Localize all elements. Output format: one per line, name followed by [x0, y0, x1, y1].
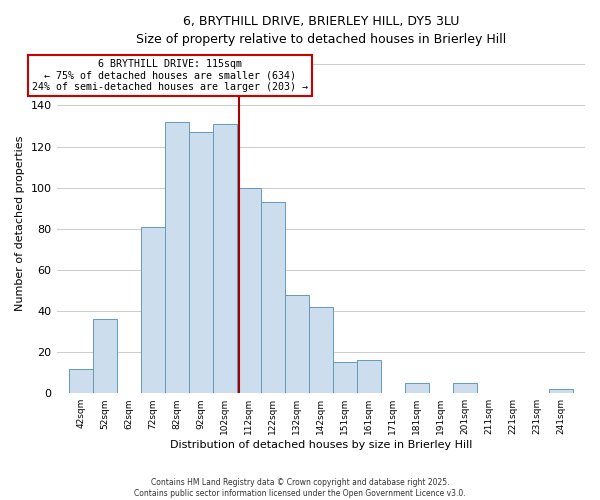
Bar — [68, 368, 92, 393]
Bar — [453, 383, 477, 393]
Bar — [236, 188, 261, 393]
Text: 6 BRYTHILL DRIVE: 115sqm
← 75% of detached houses are smaller (634)
24% of semi-: 6 BRYTHILL DRIVE: 115sqm ← 75% of detach… — [32, 59, 308, 92]
Bar — [188, 132, 212, 393]
Bar — [212, 124, 236, 393]
Y-axis label: Number of detached properties: Number of detached properties — [15, 136, 25, 312]
Bar — [357, 360, 381, 393]
X-axis label: Distribution of detached houses by size in Brierley Hill: Distribution of detached houses by size … — [170, 440, 472, 450]
Bar — [140, 226, 164, 393]
Bar — [405, 383, 429, 393]
Bar — [333, 362, 357, 393]
Bar — [309, 307, 333, 393]
Title: 6, BRYTHILL DRIVE, BRIERLEY HILL, DY5 3LU
Size of property relative to detached : 6, BRYTHILL DRIVE, BRIERLEY HILL, DY5 3L… — [136, 15, 506, 46]
Bar — [549, 389, 573, 393]
Text: Contains HM Land Registry data © Crown copyright and database right 2025.
Contai: Contains HM Land Registry data © Crown c… — [134, 478, 466, 498]
Bar — [285, 294, 309, 393]
Bar — [261, 202, 285, 393]
Bar — [92, 319, 116, 393]
Bar — [164, 122, 188, 393]
